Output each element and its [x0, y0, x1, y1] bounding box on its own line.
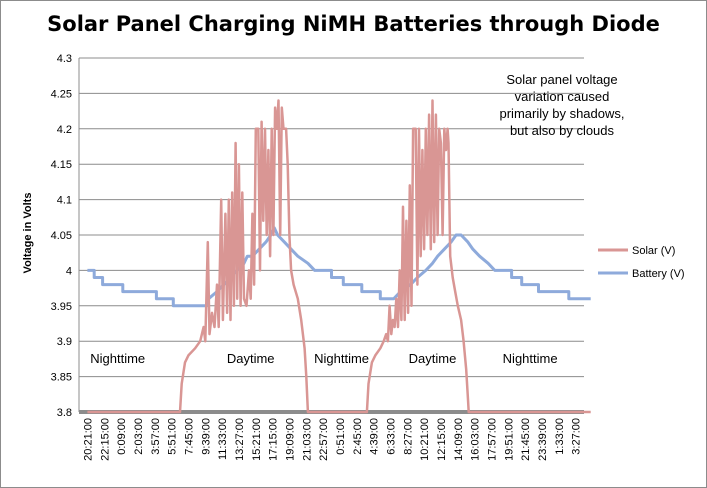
x-tick-label: 6:33:00 — [385, 418, 397, 455]
series-lines — [87, 99, 591, 414]
x-tick-label: 17:57:00 — [486, 418, 498, 461]
x-tick-label: 19:51:00 — [503, 418, 515, 461]
x-tick-label: 2:45:00 — [352, 418, 364, 455]
legend-label: Solar (V) — [632, 245, 675, 257]
y-tick-label: 4.15 — [51, 159, 72, 171]
x-tick-label: 21:03:00 — [301, 418, 313, 461]
y-tick-label: 4 — [66, 265, 72, 277]
x-tick-label: 15:21:00 — [251, 418, 263, 461]
x-tick-label: 14:09:00 — [453, 418, 465, 461]
x-tick-label: 22:15:00 — [99, 418, 111, 461]
region-label: Nighttime — [314, 351, 369, 366]
legend-label: Battery (V) — [632, 268, 685, 280]
x-tick-label: 19:09:00 — [284, 418, 296, 461]
x-tick-label: 1:33:00 — [554, 418, 566, 455]
x-tick-label: 5:51:00 — [167, 418, 179, 455]
annotations: Nighttime Daytime Nighttime Daytime Nighttim… — [90, 351, 557, 366]
x-tick-label: 0:09:00 — [116, 418, 128, 455]
note-line: Solar panel voltage — [506, 72, 617, 87]
x-tick-label: 22:57:00 — [318, 418, 330, 461]
x-tick-label: 20:21:00 — [82, 418, 94, 461]
region-label: Daytime — [409, 351, 457, 366]
x-tick-label: 3:27:00 — [571, 418, 583, 455]
region-label: Nighttime — [90, 351, 145, 366]
region-label: Nighttime — [503, 351, 558, 366]
x-tick-label: 21:45:00 — [520, 418, 532, 461]
x-tick-label: 12:15:00 — [436, 418, 448, 461]
x-tick-label: 4:39:00 — [369, 418, 381, 455]
x-tick-label: 16:03:00 — [470, 418, 482, 461]
x-tick-labels: 20:21:00 22:15:00 0:09:00 2:03:00 3:57:00 5:5… — [82, 418, 582, 461]
x-tick-label: 2:03:00 — [133, 418, 145, 455]
region-label: Daytime — [227, 351, 275, 366]
x-tick-label: 9:39:00 — [200, 418, 212, 455]
note-line: variation caused — [515, 89, 610, 104]
chart-title: Solar Panel Charging NiMH Batteries thro… — [47, 12, 660, 36]
y-tick-label: 4.3 — [57, 53, 72, 65]
x-tick-label: 3:57:00 — [150, 418, 162, 455]
y-tick-labels: 3.8 3.85 3.9 3.95 4 4.05 4.1 4.15 4.2 4.25 4.3 — [51, 53, 72, 419]
y-tick-label: 4.1 — [57, 195, 72, 207]
note-line: primarily by shadows, — [500, 106, 625, 121]
y-tick-label: 3.95 — [51, 301, 72, 313]
x-tick-label: 7:45:00 — [183, 418, 195, 455]
series-line — [87, 226, 591, 308]
legend: Solar (V) Battery (V) — [598, 245, 685, 280]
y-tick-label: 4.25 — [51, 88, 72, 100]
x-tick-label: 10:21:00 — [419, 418, 431, 461]
x-tick-label: 11:33:00 — [217, 418, 229, 460]
y-tick-label: 4.05 — [51, 230, 72, 242]
y-tick-label: 3.8 — [57, 407, 72, 419]
x-tick-label: 23:39:00 — [537, 418, 549, 461]
y-tick-label: 3.9 — [57, 336, 72, 348]
x-tick-label: 13:27:00 — [234, 418, 246, 461]
x-tick-label: 0:51:00 — [335, 418, 347, 455]
x-tick-label: 17:15:00 — [268, 418, 280, 461]
y-tick-label: 3.85 — [51, 372, 72, 384]
x-tick-label: 8:27:00 — [402, 418, 414, 455]
series-line — [87, 99, 591, 414]
annotation-note: Solar panel voltage variation caused prima… — [500, 72, 625, 138]
note-line: but also by clouds — [510, 123, 615, 138]
y-tick-label: 4.2 — [57, 124, 72, 136]
y-axis-label: Voltage in Volts — [22, 193, 34, 274]
